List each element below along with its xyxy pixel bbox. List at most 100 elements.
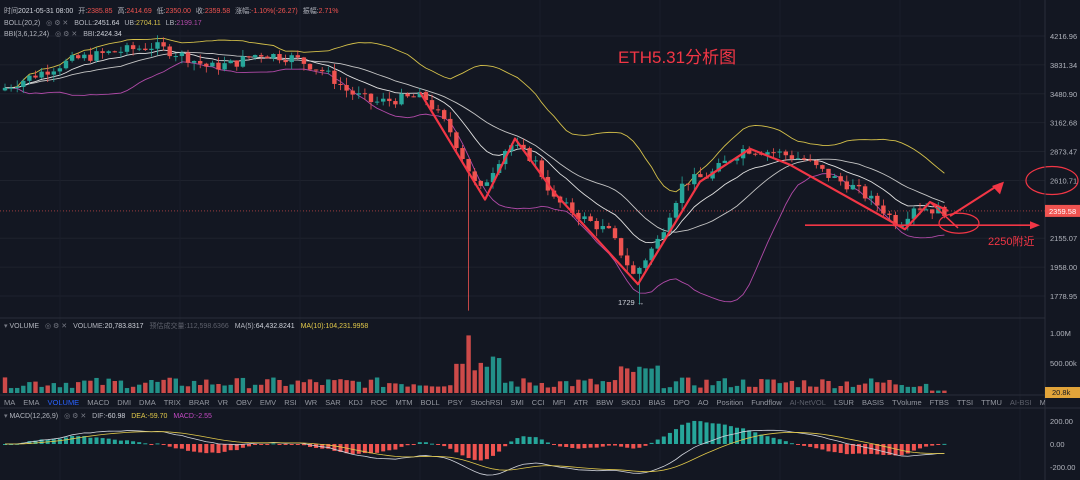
candle-body	[686, 183, 691, 185]
tab-volume[interactable]: VOLUME	[47, 398, 80, 407]
tab-ma[interactable]: MA	[4, 398, 16, 407]
price-axis[interactable]: 4216.96 3831.34 3480.90 3162.68 2873.47 2610.…	[1045, 32, 1080, 301]
macd-hist-bar	[881, 444, 886, 455]
volume-bar	[332, 380, 337, 393]
candle-body	[106, 51, 111, 53]
candle-body	[362, 93, 368, 95]
macd-hist-bar	[76, 436, 81, 444]
candle-body	[295, 55, 300, 58]
volume-bar	[149, 380, 154, 393]
volume-bar	[930, 390, 935, 393]
volume-current-tag	[1045, 387, 1080, 398]
tab-smi[interactable]: SMI	[510, 398, 524, 407]
macd-hist-bar	[704, 422, 709, 444]
volume-bar	[503, 382, 508, 393]
macd-hist-bar	[82, 436, 87, 444]
tab-cci[interactable]: CCI	[531, 398, 545, 407]
volume-bar	[411, 384, 416, 393]
tab-atr[interactable]: ATR	[573, 398, 589, 407]
tab-sar[interactable]: SAR	[325, 398, 341, 407]
volume-bar	[942, 390, 947, 393]
tab-dmi[interactable]: DMI	[117, 398, 132, 407]
tab-dpo[interactable]: DPO	[673, 398, 690, 407]
tab-ai-netvol[interactable]: AI-NetVOL	[789, 398, 826, 407]
volume-bar	[204, 379, 209, 393]
candle-body	[344, 85, 349, 91]
volume-bar	[911, 386, 917, 393]
tab-rsi[interactable]: RSI	[284, 398, 297, 407]
volume-bar	[143, 382, 148, 393]
tab-brar[interactable]: BRAR	[188, 398, 210, 407]
macd-hist-bar	[783, 441, 788, 444]
volume-bar	[210, 384, 215, 393]
tab-dma[interactable]: DMA	[139, 398, 156, 407]
candle-body	[795, 158, 801, 160]
volume-bar	[747, 386, 752, 393]
tab-ttsi[interactable]: TTSI	[956, 398, 974, 407]
candle-body	[118, 51, 124, 53]
tab-roc[interactable]: ROC	[370, 398, 388, 407]
tab-vr[interactable]: VR	[217, 398, 229, 407]
volume-bar	[161, 379, 166, 393]
volume-bar	[368, 379, 374, 393]
tab-wr[interactable]: WR	[304, 398, 318, 407]
candle-body	[521, 144, 526, 149]
macd-hist-bar	[271, 443, 276, 445]
macd-hist-bar	[118, 440, 123, 444]
macd-hist-bar	[911, 444, 916, 451]
tab-trix[interactable]: TRIX	[163, 398, 181, 407]
tab-fundflow[interactable]: Fundflow	[751, 398, 782, 407]
tab-mfi[interactable]: MFI	[552, 398, 566, 407]
tab-position[interactable]: Position	[716, 398, 744, 407]
tab-tvolume[interactable]: TVolume	[892, 398, 922, 407]
grid	[0, 35, 1045, 297]
volume-bar	[179, 385, 185, 393]
macd-hist-bar	[558, 444, 563, 447]
candle-body	[112, 51, 117, 53]
volume-bar	[844, 381, 849, 393]
tab-ftbs[interactable]: FTBS	[929, 398, 949, 407]
tab-bbw[interactable]: BBW	[596, 398, 614, 407]
tab-obv[interactable]: OBV	[236, 398, 252, 407]
volume-bar	[673, 381, 679, 393]
tab-mlr[interactable]: MLR	[1039, 398, 1045, 407]
tab-boll[interactable]: BOLL	[420, 398, 440, 407]
volume-bar	[637, 366, 642, 393]
tab-ao[interactable]: AO	[697, 398, 709, 407]
candle-body	[710, 171, 715, 179]
tab-psy[interactable]: PSY	[447, 398, 463, 407]
macd-hist-bar	[411, 444, 416, 445]
volume-bar	[222, 385, 227, 393]
candle-body	[332, 70, 337, 84]
tab-skdj[interactable]: SKDJ	[621, 398, 641, 407]
macd-hist-bar	[722, 424, 727, 444]
tab-ema[interactable]: EMA	[23, 398, 40, 407]
tab-emv[interactable]: EMV	[259, 398, 277, 407]
macd-hist-bar	[698, 421, 703, 444]
volume-bar	[862, 383, 868, 393]
current-price-tag	[1045, 204, 1080, 217]
tab-macd[interactable]: MACD	[87, 398, 110, 407]
candle-body	[801, 158, 807, 160]
macd-hist-bar	[564, 444, 569, 447]
volume-bar	[899, 385, 904, 393]
tab-mtm[interactable]: MTM	[395, 398, 413, 407]
candle-body	[777, 151, 782, 153]
candle-body	[722, 160, 727, 164]
macd-hist-bar	[899, 444, 904, 456]
tab-ai-bsi[interactable]: AI-BSI	[1009, 398, 1032, 407]
volume-bar	[740, 379, 746, 393]
tab-basis[interactable]: BASIS	[861, 398, 885, 407]
tab-kdj[interactable]: KDJ	[348, 398, 363, 407]
candle-body	[881, 205, 886, 214]
volume-bar	[771, 379, 776, 393]
volume-bar	[350, 380, 355, 393]
tab-bias[interactable]: BIAS	[648, 398, 666, 407]
tab-ttmu[interactable]: TTMU	[981, 398, 1002, 407]
tab-lsur[interactable]: LSUR	[833, 398, 854, 407]
volume-bar	[51, 383, 56, 393]
price-tick-label: 1958.00	[1050, 263, 1077, 272]
volume-bar	[881, 382, 886, 393]
candle-body	[179, 52, 185, 57]
tab-stochrsi[interactable]: StochRSI	[470, 398, 503, 407]
